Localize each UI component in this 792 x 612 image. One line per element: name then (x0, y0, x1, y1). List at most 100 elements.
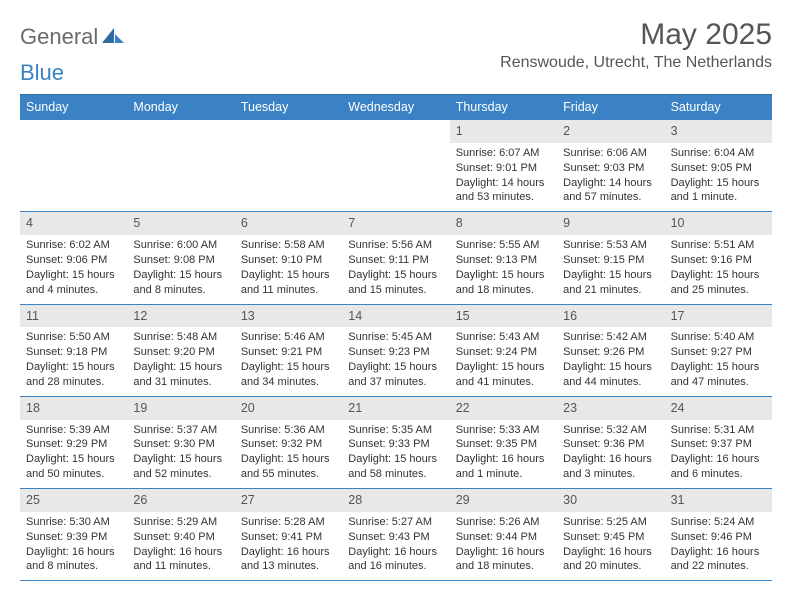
title-block: May 2025 Renswoude, Utrecht, The Netherl… (500, 18, 772, 72)
day-21: 21Sunrise: 5:35 AMSunset: 9:33 PMDayligh… (342, 397, 449, 488)
day-17: 17Sunrise: 5:40 AMSunset: 9:27 PMDayligh… (665, 305, 772, 396)
sunset-text: Sunset: 9:43 PM (348, 530, 443, 545)
daylight-text: Daylight: 15 hours and 28 minutes. (26, 360, 121, 390)
weekday-tuesday: Tuesday (235, 95, 342, 119)
day-number: 1 (450, 120, 557, 143)
sunset-text: Sunset: 9:08 PM (133, 253, 228, 268)
day-24: 24Sunrise: 5:31 AMSunset: 9:37 PMDayligh… (665, 397, 772, 488)
sunrise-text: Sunrise: 5:39 AM (26, 423, 121, 438)
day-body: Sunrise: 5:35 AMSunset: 9:33 PMDaylight:… (342, 423, 449, 482)
day-number: 28 (342, 489, 449, 512)
daylight-text: Daylight: 14 hours and 53 minutes. (456, 176, 551, 206)
day-number: 27 (235, 489, 342, 512)
day-body: Sunrise: 5:50 AMSunset: 9:18 PMDaylight:… (20, 330, 127, 389)
day-number: 20 (235, 397, 342, 420)
sunset-text: Sunset: 9:27 PM (671, 345, 766, 360)
day-3: 3Sunrise: 6:04 AMSunset: 9:05 PMDaylight… (665, 120, 772, 211)
day-23: 23Sunrise: 5:32 AMSunset: 9:36 PMDayligh… (557, 397, 664, 488)
sunrise-text: Sunrise: 5:30 AM (26, 515, 121, 530)
day-body: Sunrise: 5:58 AMSunset: 9:10 PMDaylight:… (235, 238, 342, 297)
sunset-text: Sunset: 9:24 PM (456, 345, 551, 360)
day-body: Sunrise: 6:07 AMSunset: 9:01 PMDaylight:… (450, 146, 557, 205)
sunrise-text: Sunrise: 5:42 AM (563, 330, 658, 345)
sunrise-text: Sunrise: 5:37 AM (133, 423, 228, 438)
daylight-text: Daylight: 16 hours and 8 minutes. (26, 545, 121, 575)
daylight-text: Daylight: 16 hours and 1 minute. (456, 452, 551, 482)
sunrise-text: Sunrise: 6:07 AM (456, 146, 551, 161)
daylight-text: Daylight: 15 hours and 15 minutes. (348, 268, 443, 298)
sunrise-text: Sunrise: 5:56 AM (348, 238, 443, 253)
day-9: 9Sunrise: 5:53 AMSunset: 9:15 PMDaylight… (557, 212, 664, 303)
sunset-text: Sunset: 9:05 PM (671, 161, 766, 176)
day-empty: . (127, 120, 234, 211)
day-number: 9 (557, 212, 664, 235)
day-number: 7 (342, 212, 449, 235)
day-body: Sunrise: 5:48 AMSunset: 9:20 PMDaylight:… (127, 330, 234, 389)
day-number: 26 (127, 489, 234, 512)
sunrise-text: Sunrise: 5:28 AM (241, 515, 336, 530)
day-body: Sunrise: 5:25 AMSunset: 9:45 PMDaylight:… (557, 515, 664, 574)
day-number: 24 (665, 397, 772, 420)
day-empty: . (235, 120, 342, 211)
day-number: 19 (127, 397, 234, 420)
sunrise-text: Sunrise: 5:25 AM (563, 515, 658, 530)
sunset-text: Sunset: 9:33 PM (348, 437, 443, 452)
sunset-text: Sunset: 9:13 PM (456, 253, 551, 268)
daylight-text: Daylight: 15 hours and 8 minutes. (133, 268, 228, 298)
week-row: 25Sunrise: 5:30 AMSunset: 9:39 PMDayligh… (20, 488, 772, 580)
sunset-text: Sunset: 9:44 PM (456, 530, 551, 545)
daylight-text: Daylight: 15 hours and 25 minutes. (671, 268, 766, 298)
daylight-text: Daylight: 16 hours and 16 minutes. (348, 545, 443, 575)
sunrise-text: Sunrise: 6:02 AM (26, 238, 121, 253)
sunrise-text: Sunrise: 5:50 AM (26, 330, 121, 345)
day-number: 11 (20, 305, 127, 328)
sunrise-text: Sunrise: 5:51 AM (671, 238, 766, 253)
sunset-text: Sunset: 9:40 PM (133, 530, 228, 545)
day-number: 30 (557, 489, 664, 512)
daylight-text: Daylight: 15 hours and 58 minutes. (348, 452, 443, 482)
day-body: Sunrise: 5:36 AMSunset: 9:32 PMDaylight:… (235, 423, 342, 482)
daylight-text: Daylight: 15 hours and 21 minutes. (563, 268, 658, 298)
weekday-thursday: Thursday (450, 95, 557, 119)
sunset-text: Sunset: 9:03 PM (563, 161, 658, 176)
day-13: 13Sunrise: 5:46 AMSunset: 9:21 PMDayligh… (235, 305, 342, 396)
sunset-text: Sunset: 9:30 PM (133, 437, 228, 452)
day-empty: . (20, 120, 127, 211)
day-31: 31Sunrise: 5:24 AMSunset: 9:46 PMDayligh… (665, 489, 772, 580)
sunrise-text: Sunrise: 5:58 AM (241, 238, 336, 253)
day-11: 11Sunrise: 5:50 AMSunset: 9:18 PMDayligh… (20, 305, 127, 396)
calendar-page: General May 2025 Renswoude, Utrecht, The… (0, 0, 792, 581)
day-number: 14 (342, 305, 449, 328)
day-number: 3 (665, 120, 772, 143)
day-number: 10 (665, 212, 772, 235)
day-empty: . (342, 120, 449, 211)
daylight-text: Daylight: 16 hours and 20 minutes. (563, 545, 658, 575)
sunset-text: Sunset: 9:10 PM (241, 253, 336, 268)
day-5: 5Sunrise: 6:00 AMSunset: 9:08 PMDaylight… (127, 212, 234, 303)
day-8: 8Sunrise: 5:55 AMSunset: 9:13 PMDaylight… (450, 212, 557, 303)
day-7: 7Sunrise: 5:56 AMSunset: 9:11 PMDaylight… (342, 212, 449, 303)
day-number: 12 (127, 305, 234, 328)
sunrise-text: Sunrise: 6:06 AM (563, 146, 658, 161)
day-number: 6 (235, 212, 342, 235)
day-14: 14Sunrise: 5:45 AMSunset: 9:23 PMDayligh… (342, 305, 449, 396)
sunset-text: Sunset: 9:41 PM (241, 530, 336, 545)
month-title: May 2025 (500, 18, 772, 52)
day-number: 8 (450, 212, 557, 235)
daylight-text: Daylight: 15 hours and 18 minutes. (456, 268, 551, 298)
day-30: 30 Sunrise: 5:25 AMSunset: 9:45 PMDayligh… (557, 489, 664, 580)
sunset-text: Sunset: 9:45 PM (563, 530, 658, 545)
day-number: 16 (557, 305, 664, 328)
sunset-text: Sunset: 9:37 PM (671, 437, 766, 452)
sunset-text: Sunset: 9:20 PM (133, 345, 228, 360)
day-body: Sunrise: 5:40 AMSunset: 9:27 PMDaylight:… (665, 330, 772, 389)
day-body: Sunrise: 5:27 AMSunset: 9:43 PMDaylight:… (342, 515, 449, 574)
weekday-friday: Friday (557, 95, 664, 119)
sunset-text: Sunset: 9:18 PM (26, 345, 121, 360)
week-row: 18Sunrise: 5:39 AMSunset: 9:29 PMDayligh… (20, 396, 772, 488)
calendar: SundayMondayTuesdayWednesdayThursdayFrid… (20, 94, 772, 581)
daylight-text: Daylight: 16 hours and 6 minutes. (671, 452, 766, 482)
week-row: ....1Sunrise: 6:07 AMSunset: 9:01 PMDayl… (20, 119, 772, 211)
day-body: Sunrise: 6:02 AMSunset: 9:06 PMDaylight:… (20, 238, 127, 297)
sunset-text: Sunset: 9:16 PM (671, 253, 766, 268)
